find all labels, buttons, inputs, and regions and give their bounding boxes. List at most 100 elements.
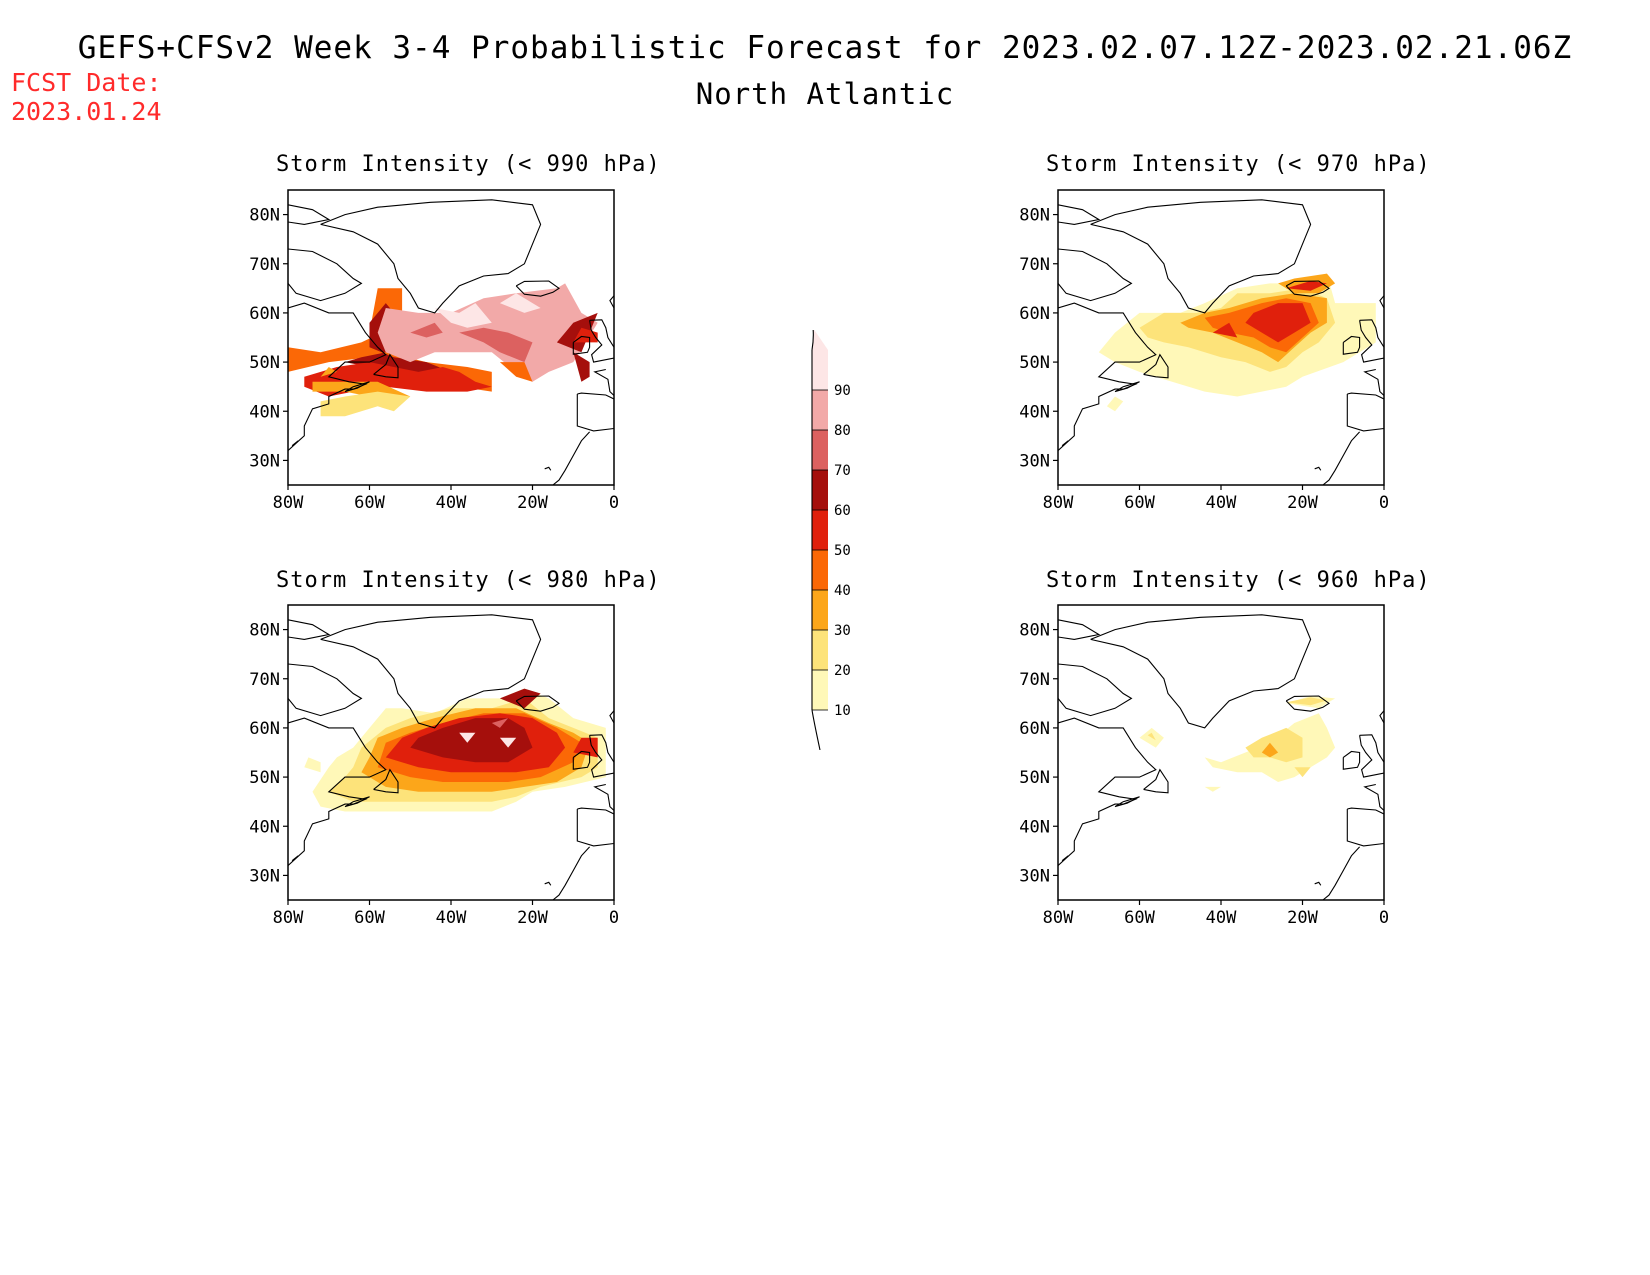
coastline <box>1359 734 1384 778</box>
lat-label: 30N <box>1019 451 1050 471</box>
colorbar-segment <box>812 590 828 630</box>
probability-region <box>1212 322 1238 338</box>
coastlines <box>288 199 614 485</box>
colorbar-legend: 10 20 30 40 50 60 70 80 90 <box>811 330 851 750</box>
colorbar-label: 40 <box>834 583 851 599</box>
coastline <box>544 466 552 471</box>
probability-region <box>434 303 492 328</box>
probability-region <box>320 367 337 377</box>
colorbar-segment <box>812 470 828 510</box>
coastline <box>373 353 399 379</box>
probability-region <box>288 288 492 392</box>
probability-region <box>345 303 451 377</box>
coastline <box>1322 431 1361 485</box>
coastline <box>1114 796 1140 808</box>
lat-label: 80N <box>1019 206 1050 226</box>
lat-label: 60N <box>249 719 280 739</box>
lat-label: 50N <box>1019 768 1050 788</box>
map-fills <box>304 688 606 812</box>
map-panel-970: 80N 70N 60N 50N 40N 30N 80W 60W 40W 20W 0 <box>1019 189 1389 513</box>
lat-label: 40N <box>249 402 280 422</box>
colorbar-label: 20 <box>834 663 851 679</box>
coastline <box>1342 750 1361 770</box>
coastline <box>344 381 370 393</box>
map-panel-960: 80N 70N 60N 50N 40N 30N 80W 60W 40W 20W 0 <box>1019 604 1389 928</box>
colorbar-bottom-tip <box>811 709 821 750</box>
probability-region <box>410 718 533 763</box>
probability-region <box>410 322 443 338</box>
colorbar-label: 70 <box>834 463 851 479</box>
chart-title: GEFS+CFSv2 Week 3-4 Probabilistic Foreca… <box>77 30 1573 66</box>
coastline <box>1061 855 1069 862</box>
probability-region <box>556 312 598 353</box>
probability-region <box>1106 396 1124 412</box>
lat-label: 40N <box>249 817 280 837</box>
colorbar-label: 30 <box>834 623 851 639</box>
panel-title-960: Storm Intensity (< 960 hPa) <box>1046 568 1431 593</box>
lat-label: 60N <box>249 304 280 324</box>
map-panel-990: 80N 70N 60N 50N 40N 30N 80W 60W 40W 20W 0 <box>249 189 619 513</box>
lon-label: 0 <box>1379 908 1389 928</box>
coastline <box>1058 717 1157 867</box>
probability-region <box>1261 742 1279 758</box>
coastlines <box>288 614 614 900</box>
probability-region <box>320 391 411 417</box>
coastline <box>344 796 370 808</box>
colorbar-label: 50 <box>834 543 851 559</box>
lat-label: 50N <box>1019 353 1050 373</box>
coastline <box>288 717 387 867</box>
lon-label: 0 <box>1379 493 1389 513</box>
coastlines <box>1058 199 1384 485</box>
probability-region <box>1204 786 1221 792</box>
coastline <box>593 368 614 396</box>
lat-label: 50N <box>249 768 280 788</box>
lon-label: 60W <box>1124 493 1155 513</box>
coastline <box>1143 768 1169 794</box>
coastline <box>544 881 552 886</box>
coastline <box>589 319 614 363</box>
colorbar-segment <box>812 390 828 430</box>
lat-label: 30N <box>249 866 280 886</box>
probability-region <box>459 327 533 363</box>
probability-region <box>1245 303 1311 343</box>
lon-label: 80W <box>1043 908 1074 928</box>
colorbar-segment <box>812 350 828 390</box>
coastline <box>1346 807 1384 847</box>
lat-label: 50N <box>249 353 280 373</box>
coastline <box>1058 302 1157 452</box>
lon-label: 80W <box>273 908 304 928</box>
lon-label: 20W <box>517 908 548 928</box>
lon-label: 60W <box>354 493 385 513</box>
colorbar-top-tip <box>812 330 828 350</box>
probability-region <box>499 362 533 382</box>
probability-region <box>1245 727 1303 763</box>
probability-region <box>499 293 541 313</box>
colorbar-label: 90 <box>834 383 851 399</box>
lon-label: 40W <box>436 493 467 513</box>
coastline <box>609 295 614 309</box>
coastline <box>1058 248 1133 302</box>
lon-label: 40W <box>1206 908 1237 928</box>
lat-label: 30N <box>249 451 280 471</box>
coastline <box>291 855 299 862</box>
coastline <box>373 768 399 794</box>
coastline <box>1058 619 1101 640</box>
coastline <box>576 392 614 432</box>
lat-label: 70N <box>1019 670 1050 690</box>
coastline <box>1379 295 1384 309</box>
coastline <box>1314 466 1322 471</box>
probability-region <box>1286 697 1327 706</box>
lat-label: 70N <box>249 670 280 690</box>
panel-title-970: Storm Intensity (< 970 hPa) <box>1046 152 1431 177</box>
coastline <box>1143 353 1169 379</box>
forecast-date-value: 2023.01.24 <box>11 97 162 126</box>
coastline <box>1285 280 1330 297</box>
lat-label: 30N <box>1019 866 1050 886</box>
lat-label: 80N <box>1019 621 1050 641</box>
lat-label: 60N <box>1019 304 1050 324</box>
coastline <box>288 663 363 717</box>
coastline <box>1058 204 1101 225</box>
probability-region <box>459 732 476 743</box>
colorbar-segment <box>812 430 828 470</box>
coastline <box>288 204 331 225</box>
